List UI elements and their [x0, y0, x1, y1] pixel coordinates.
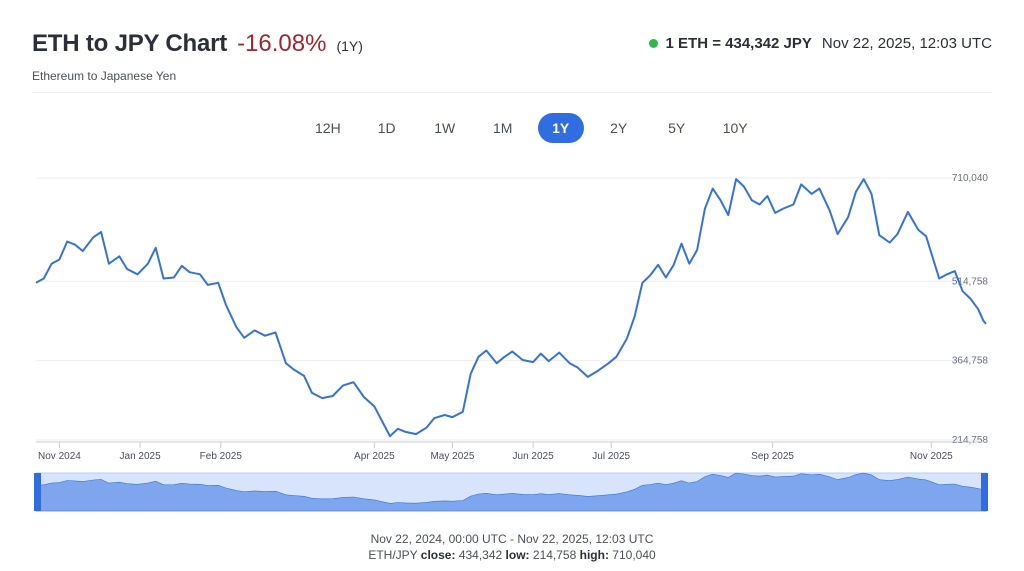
tab-5y[interactable]: 5Y	[668, 120, 686, 136]
low-label: low:	[505, 548, 530, 562]
x-tick-label: Sep 2025	[751, 451, 794, 462]
x-tick-label: Jul 2025	[592, 451, 630, 462]
price-chart[interactable]: 214,758 364,758 514,758 710,040 Nov 2024 Jan…	[0, 160, 1024, 520]
close-value: 434,342	[458, 548, 503, 562]
tab-12h[interactable]: 12H	[315, 120, 341, 136]
y-axis-labels: 214,758 364,758 514,758 710,040	[952, 173, 989, 446]
low-value: 214,758	[532, 548, 577, 562]
price-line	[35, 178, 987, 438]
price-change: -16.08%	[237, 30, 327, 57]
tab-1d[interactable]: 1D	[377, 120, 396, 136]
tab-10y[interactable]: 10Y	[722, 120, 748, 136]
navigator-left-handle[interactable]	[34, 473, 41, 511]
chart-header: ETH to JPY Chart -16.08% (1Y)	[32, 30, 363, 58]
price-timestamp: Nov 22, 2025, 12:03 UTC	[821, 35, 992, 52]
x-tick-label: May 2025	[430, 451, 474, 462]
live-status-icon	[648, 39, 658, 48]
navigator-area	[35, 472, 987, 512]
date-range: Nov 22, 2024, 00:00 UTC - Nov 22, 2025, …	[370, 532, 654, 546]
current-price: 1 ETH = 434,342 JPY Nov 22, 2025, 12:03 …	[648, 35, 992, 52]
tab-1m[interactable]: 1M	[492, 120, 513, 136]
price-value: 1 ETH = 434,342 JPY	[665, 35, 812, 52]
tab-1w[interactable]: 1W	[434, 120, 456, 136]
header-divider	[32, 92, 992, 93]
pair-label: ETH/JPY	[368, 548, 418, 562]
change-period: (1Y)	[336, 38, 363, 54]
x-tick-label: Apr 2025	[354, 451, 395, 462]
tab-1y[interactable]: 1Y	[537, 113, 584, 143]
x-tick-label: Feb 2025	[200, 451, 243, 462]
price-summary: ETH/JPY close: 434,342 low: 214,758 high…	[0, 548, 1024, 562]
y-tick-label: 214,758	[952, 435, 989, 446]
range-navigator[interactable]	[34, 472, 988, 512]
x-tick-label: Nov 2025	[910, 451, 953, 462]
x-axis-labels: Nov 2024 Jan 2025 Feb 2025 Apr 2025 May 2025…	[38, 442, 953, 462]
page-subtitle: Ethereum to Japanese Yen	[32, 69, 177, 83]
high-value: 710,040	[612, 548, 656, 562]
navigator-right-handle[interactable]	[981, 473, 988, 511]
x-tick-label: Nov 2024	[38, 451, 81, 462]
chart-grid	[36, 177, 986, 441]
timeframe-tabs: 12H 1D 1W 1M 1Y 2Y 5Y 10Y	[298, 113, 765, 143]
x-tick-label: Jun 2025	[513, 451, 555, 462]
y-tick-label: 514,758	[952, 276, 989, 287]
y-tick-label: 710,040	[952, 173, 989, 184]
close-label: close:	[420, 548, 456, 562]
tab-2y[interactable]: 2Y	[610, 120, 628, 136]
y-tick-label: 364,758	[952, 356, 989, 367]
high-label: high:	[579, 548, 609, 562]
page-title: ETH to JPY Chart	[32, 30, 228, 57]
x-tick-label: Jan 2025	[120, 451, 162, 462]
